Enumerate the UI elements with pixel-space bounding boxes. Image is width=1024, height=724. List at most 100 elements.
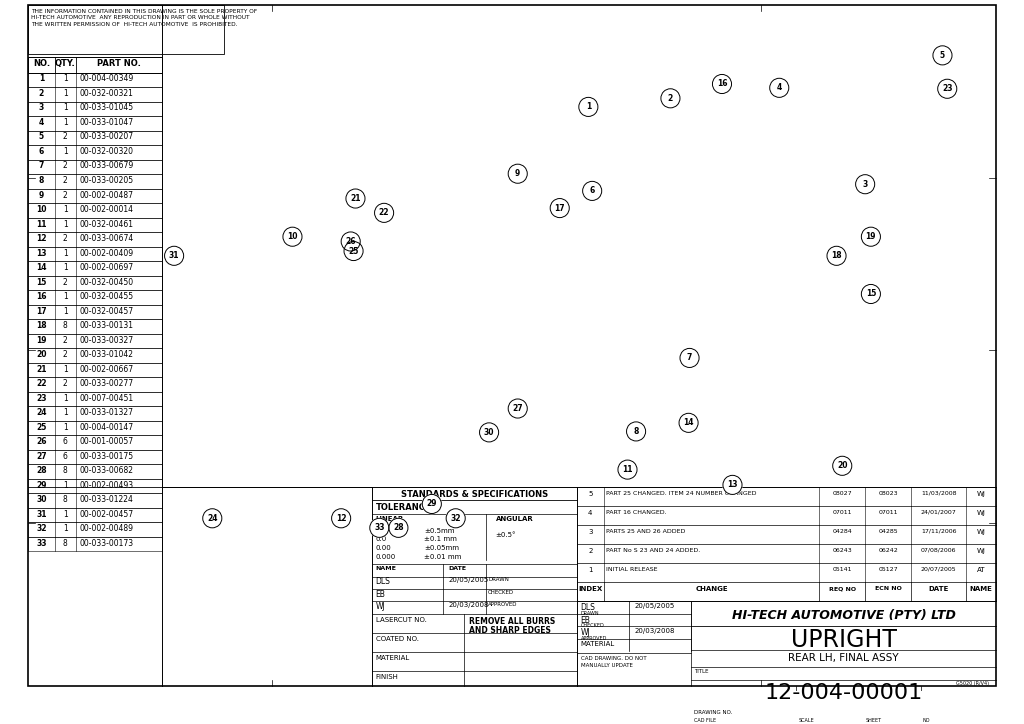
Text: 6: 6 <box>62 437 68 446</box>
Text: 2: 2 <box>62 350 68 359</box>
Text: 26: 26 <box>345 237 356 246</box>
Bar <box>28 174 162 189</box>
Text: 1: 1 <box>62 104 68 112</box>
Circle shape <box>679 413 698 432</box>
Text: UPRIGHT: UPRIGHT <box>791 628 897 652</box>
Text: 0.000: 0.000 <box>376 554 395 560</box>
Text: 16: 16 <box>36 292 47 301</box>
Text: 28: 28 <box>36 466 47 475</box>
Text: WJ: WJ <box>581 628 591 637</box>
Text: NO.: NO. <box>33 59 50 68</box>
Text: DATE: DATE <box>929 586 949 592</box>
Text: 20/03/2008: 20/03/2008 <box>449 602 488 608</box>
Text: 00-033-00173: 00-033-00173 <box>80 539 134 548</box>
Text: 00-033-01045: 00-033-01045 <box>80 104 134 112</box>
Text: SHEET: SHEET <box>865 717 882 723</box>
Text: 22: 22 <box>379 209 389 217</box>
Text: 2: 2 <box>62 132 68 141</box>
Text: 6: 6 <box>62 452 68 460</box>
Text: 21: 21 <box>36 365 47 374</box>
Text: THE INFORMATION CONTAINED IN THIS DRAWING IS THE SOLE PROPERTY OF: THE INFORMATION CONTAINED IN THIS DRAWIN… <box>31 9 257 14</box>
Text: HI-TECH AUTOMOTIVE (PTY) LTD: HI-TECH AUTOMOTIVE (PTY) LTD <box>732 609 955 622</box>
Circle shape <box>479 423 499 442</box>
Text: 00-007-00451: 00-007-00451 <box>80 394 134 403</box>
Text: 1: 1 <box>62 75 68 83</box>
Text: 31: 31 <box>36 510 47 518</box>
Text: 00-032-00450: 00-032-00450 <box>80 277 134 287</box>
Text: DATE: DATE <box>449 566 466 571</box>
Text: 12: 12 <box>36 234 47 243</box>
Text: MATERIAL: MATERIAL <box>581 641 615 647</box>
Text: 20/07/2005: 20/07/2005 <box>921 567 956 572</box>
Text: 14: 14 <box>683 418 694 427</box>
Text: 05141: 05141 <box>833 567 852 572</box>
Text: DRAWING NO.: DRAWING NO. <box>694 710 733 715</box>
Circle shape <box>660 89 680 108</box>
Text: REMOVE ALL BURRS: REMOVE ALL BURRS <box>469 617 555 626</box>
Circle shape <box>389 518 408 537</box>
Circle shape <box>370 518 389 537</box>
Text: 00-033-00327: 00-033-00327 <box>80 336 134 345</box>
Text: 33: 33 <box>374 523 385 532</box>
Text: 17/11/2006: 17/11/2006 <box>921 529 956 534</box>
Text: NO: NO <box>923 717 930 723</box>
Text: 1: 1 <box>62 205 68 214</box>
Text: 00-002-00014: 00-002-00014 <box>80 205 133 214</box>
Circle shape <box>713 75 731 93</box>
Text: 04285: 04285 <box>879 529 898 534</box>
Text: 00-002-00487: 00-002-00487 <box>80 190 133 200</box>
Text: 25: 25 <box>348 247 358 256</box>
Circle shape <box>861 227 881 246</box>
Bar <box>28 450 162 464</box>
Text: 23: 23 <box>942 84 952 93</box>
Text: 1: 1 <box>62 147 68 156</box>
Text: 21: 21 <box>350 194 360 203</box>
Text: 8: 8 <box>62 539 68 548</box>
Text: 4: 4 <box>776 83 782 93</box>
Bar <box>28 189 162 203</box>
Text: AND SHARP EDGES: AND SHARP EDGES <box>469 626 551 635</box>
Text: CAD FILE: CAD FILE <box>694 717 717 723</box>
Circle shape <box>617 460 637 479</box>
Text: 2: 2 <box>668 94 673 103</box>
Circle shape <box>770 78 788 97</box>
Text: 1: 1 <box>62 219 68 229</box>
Text: 2: 2 <box>62 190 68 200</box>
Bar <box>28 334 162 348</box>
Text: 05127: 05127 <box>879 567 898 572</box>
Text: 00-001-00057: 00-001-00057 <box>80 437 134 446</box>
Text: 12: 12 <box>336 514 346 523</box>
Text: 00-033-00674: 00-033-00674 <box>80 234 134 243</box>
Text: 20: 20 <box>36 350 47 359</box>
Text: 00-033-01327: 00-033-01327 <box>80 408 133 417</box>
Text: 1: 1 <box>62 481 68 489</box>
Text: 0.00: 0.00 <box>376 545 391 551</box>
Bar <box>28 203 162 218</box>
Text: DLS: DLS <box>581 603 596 613</box>
Text: 4: 4 <box>39 118 44 127</box>
Text: 8: 8 <box>62 466 68 475</box>
Text: 2: 2 <box>62 176 68 185</box>
Text: 00-032-00320: 00-032-00320 <box>80 147 133 156</box>
Text: 00-002-00489: 00-002-00489 <box>80 524 133 533</box>
Text: 33: 33 <box>36 539 47 548</box>
Text: INDEX: INDEX <box>579 586 602 592</box>
Text: 28: 28 <box>393 523 403 532</box>
Text: TOLERANCES: TOLERANCES <box>376 503 437 512</box>
Text: 27: 27 <box>512 404 523 413</box>
Text: 22: 22 <box>36 379 47 388</box>
Text: STANDARDS & SPECIFICATIONS: STANDARDS & SPECIFICATIONS <box>400 489 548 499</box>
Text: 19: 19 <box>36 336 47 345</box>
Text: REQ NO: REQ NO <box>828 586 856 591</box>
Text: 16: 16 <box>717 80 727 88</box>
Text: 27: 27 <box>36 452 47 460</box>
Text: APPROVED: APPROVED <box>581 636 607 641</box>
Text: QTY.: QTY. <box>55 59 76 68</box>
Text: 2: 2 <box>62 336 68 345</box>
Circle shape <box>723 476 742 494</box>
Text: 30: 30 <box>36 495 47 504</box>
Circle shape <box>627 422 645 441</box>
Text: CAD DRAWING. DO NOT: CAD DRAWING. DO NOT <box>581 656 646 661</box>
Text: 8: 8 <box>634 427 639 436</box>
Text: G5020 (R/V4): G5020 (R/V4) <box>955 681 989 686</box>
